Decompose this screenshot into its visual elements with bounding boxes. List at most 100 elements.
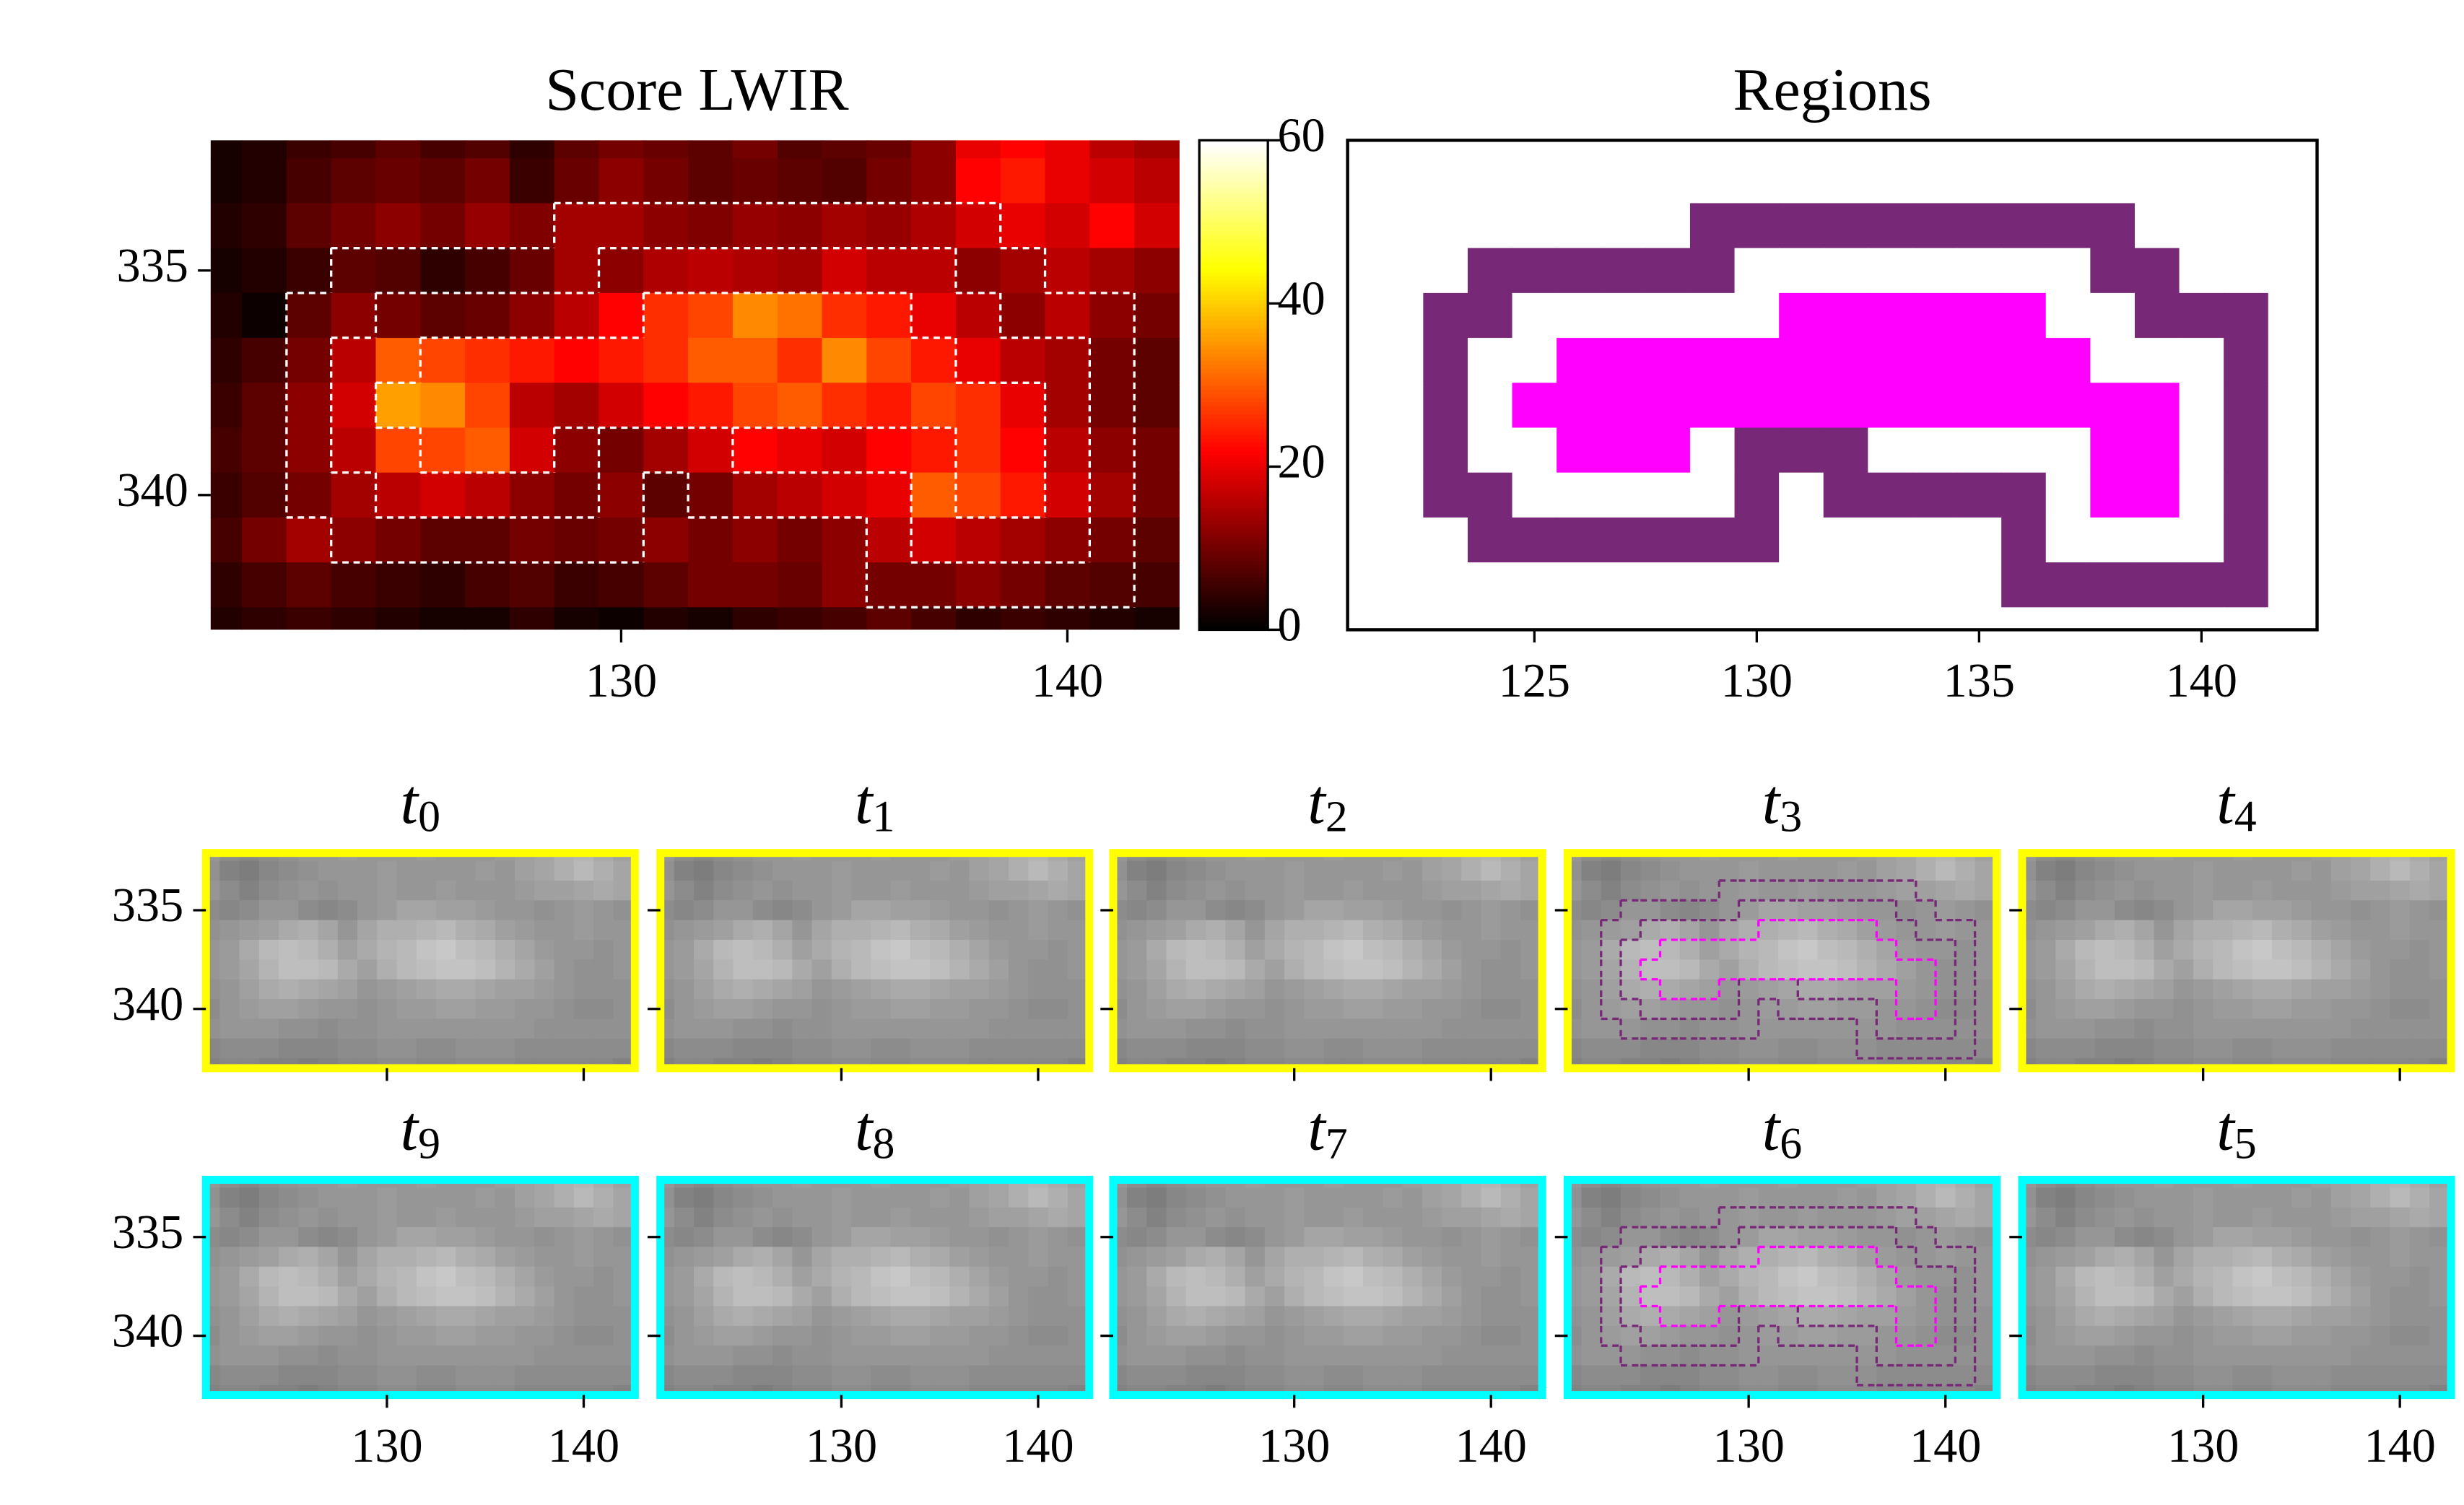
cell bbox=[598, 292, 645, 339]
cell bbox=[1823, 472, 1869, 518]
cell bbox=[1857, 1207, 1878, 1228]
cell bbox=[2173, 880, 2194, 902]
x-tick-label: 130 bbox=[585, 655, 657, 707]
cell bbox=[2351, 1365, 2372, 1386]
cell bbox=[465, 338, 510, 384]
cell bbox=[2272, 1286, 2293, 1307]
cell bbox=[811, 1325, 832, 1347]
cell bbox=[1284, 1207, 1305, 1228]
cell bbox=[1284, 1179, 1305, 1189]
cell bbox=[2291, 1018, 2312, 1039]
cell bbox=[2001, 472, 2047, 518]
cell bbox=[988, 999, 1009, 1020]
cell bbox=[851, 979, 872, 1000]
cell bbox=[1264, 999, 1285, 1020]
cell bbox=[219, 1325, 240, 1347]
cell bbox=[752, 1179, 773, 1189]
cell bbox=[1738, 1207, 1759, 1228]
cell bbox=[456, 1207, 476, 1228]
cell bbox=[1048, 1018, 1068, 1039]
cell bbox=[1779, 427, 1824, 474]
cell bbox=[357, 1325, 378, 1347]
cell bbox=[1481, 1286, 1502, 1307]
cell bbox=[1896, 959, 1917, 980]
cell bbox=[1028, 920, 1049, 941]
frame-symbol: t bbox=[855, 1094, 874, 1164]
cell bbox=[2094, 979, 2115, 1000]
cell bbox=[1442, 1286, 1463, 1307]
cell bbox=[811, 1266, 832, 1288]
cell bbox=[2134, 248, 2180, 294]
cell bbox=[1719, 1187, 1740, 1208]
cell bbox=[930, 1345, 951, 1366]
cell bbox=[1134, 517, 1180, 564]
cell bbox=[436, 940, 457, 961]
cell bbox=[375, 383, 422, 429]
cell bbox=[2351, 1227, 2372, 1248]
cell bbox=[2429, 1227, 2450, 1248]
cell bbox=[2232, 900, 2253, 921]
cell bbox=[772, 1286, 793, 1307]
cell bbox=[1225, 860, 1246, 881]
cell bbox=[515, 1325, 536, 1347]
cell bbox=[1601, 472, 1647, 518]
cell bbox=[1146, 880, 1167, 902]
cell bbox=[337, 979, 358, 1000]
cell bbox=[239, 999, 260, 1020]
cell bbox=[1779, 472, 1824, 518]
cell bbox=[733, 940, 754, 961]
cell bbox=[1028, 900, 1049, 921]
cell bbox=[2390, 1325, 2411, 1347]
cell bbox=[2409, 1266, 2430, 1288]
cell bbox=[1955, 920, 1976, 941]
cell bbox=[969, 1286, 990, 1307]
cell bbox=[613, 1179, 634, 1189]
cell bbox=[1264, 979, 1285, 1000]
cell bbox=[1512, 517, 1558, 564]
cell bbox=[298, 1306, 319, 1327]
cell bbox=[1557, 383, 1602, 429]
colorbar-step bbox=[1199, 385, 1268, 391]
cell bbox=[2213, 1345, 2234, 1366]
cell bbox=[1343, 1179, 1364, 1189]
cell bbox=[1245, 900, 1266, 921]
cell bbox=[554, 1286, 575, 1307]
cell bbox=[732, 383, 778, 429]
colorbar-step bbox=[1199, 544, 1268, 549]
cell bbox=[2252, 979, 2273, 1000]
cell bbox=[1601, 427, 1647, 474]
cell bbox=[1500, 1365, 1521, 1386]
cell bbox=[1225, 959, 1246, 980]
frame-subscript: 8 bbox=[873, 1119, 895, 1168]
cell bbox=[2134, 860, 2155, 881]
cell bbox=[465, 472, 510, 518]
cell bbox=[1206, 900, 1227, 921]
cell bbox=[1363, 1306, 1384, 1327]
cell bbox=[239, 1187, 260, 1208]
cell bbox=[286, 383, 332, 429]
cell bbox=[2232, 860, 2253, 881]
cell bbox=[1955, 1187, 1976, 1208]
cell bbox=[2045, 517, 2091, 564]
cell bbox=[2311, 940, 2332, 961]
cell bbox=[2291, 1306, 2312, 1327]
cell bbox=[1955, 1286, 1976, 1307]
cell bbox=[239, 1018, 260, 1039]
cell bbox=[318, 1179, 339, 1189]
cell bbox=[2173, 1286, 2194, 1307]
cell bbox=[318, 999, 339, 1020]
cell bbox=[1028, 1325, 1049, 1347]
cell bbox=[1500, 1018, 1521, 1039]
colorbar-step bbox=[1199, 144, 1268, 149]
cell bbox=[1868, 562, 1913, 608]
cell bbox=[318, 979, 339, 1000]
cell bbox=[1048, 940, 1068, 961]
plot-area bbox=[2021, 852, 2450, 1068]
cell bbox=[831, 1365, 852, 1386]
cell bbox=[2193, 1038, 2214, 1060]
cell bbox=[1896, 999, 1917, 1020]
cell bbox=[2390, 1247, 2411, 1268]
cell bbox=[1363, 999, 1384, 1020]
cell bbox=[792, 1286, 813, 1307]
cell bbox=[1640, 1207, 1661, 1228]
